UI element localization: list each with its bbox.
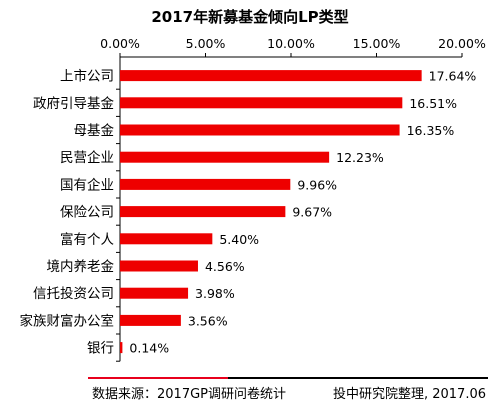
- category-label: 政府引导基金: [33, 95, 114, 112]
- data-label: 9.96%: [297, 177, 337, 192]
- credit-note: 投中研究院整理, 2017.06: [332, 387, 486, 402]
- x-tick-label: 15.00%: [353, 36, 401, 51]
- category-label: 家族财富办公室: [20, 312, 115, 329]
- bar: [120, 287, 189, 299]
- category-label: 保险公司: [60, 205, 114, 221]
- category-label: 境内养老金: [47, 259, 115, 275]
- data-label: 9.67%: [292, 205, 332, 220]
- category-label: 信托投资公司: [33, 286, 114, 302]
- bar: [120, 124, 400, 136]
- data-label: 16.51%: [409, 96, 457, 111]
- category-labels: 上市公司政府引导基金母基金民营企业国有企业保险公司富有个人境内养老金信托投资公司…: [20, 68, 115, 357]
- bar: [120, 233, 213, 245]
- data-label: 12.23%: [336, 150, 384, 165]
- data-label: 17.64%: [429, 69, 477, 84]
- category-label: 上市公司: [60, 68, 114, 85]
- bar: [120, 314, 181, 326]
- x-tick-label: 0.00%: [100, 36, 140, 51]
- category-label: 母基金: [74, 122, 115, 139]
- x-axis: 0.00% 5.00% 10.00% 15.00% 20.00%: [100, 36, 486, 362]
- data-label: 3.56%: [188, 313, 228, 328]
- category-label: 富有个人: [60, 231, 114, 248]
- footer-rule: [88, 377, 488, 379]
- data-label: 4.56%: [205, 259, 245, 274]
- footer-accent-rule: [88, 377, 228, 379]
- bar: [120, 97, 403, 109]
- category-label: 国有企业: [60, 176, 114, 193]
- category-label: 银行: [87, 341, 114, 357]
- x-tick-label: 20.00%: [438, 36, 486, 51]
- data-source-note: 数据来源：2017GP调研问卷统计: [92, 387, 286, 402]
- x-tick-label: 5.00%: [186, 36, 226, 51]
- data-label: 16.35%: [407, 123, 455, 138]
- bar: [120, 260, 198, 272]
- chart-title: 2017年新募基金倾向LP类型: [151, 8, 349, 26]
- bar: [120, 178, 291, 190]
- bar-chart: 0.00% 5.00% 10.00% 15.00% 20.00% 上市公司政府引导基金母…: [20, 36, 486, 362]
- data-label: 5.40%: [219, 232, 259, 247]
- data-label: 3.98%: [195, 286, 235, 301]
- x-tick-label: 10.00%: [267, 36, 315, 51]
- data-label: 0.14%: [129, 341, 169, 356]
- data-labels: 17.64% 16.51% 16.35% 12.23% 9.96% 9.67% 5.40% 4…: [129, 69, 476, 356]
- bar: [120, 151, 330, 163]
- bars: [120, 70, 422, 354]
- bar: [120, 70, 422, 82]
- category-label: 民营企业: [60, 149, 114, 166]
- bar: [120, 342, 123, 354]
- footer: 数据来源：2017GP调研问卷统计 投中研究院整理, 2017.06: [0, 377, 500, 405]
- bar: [120, 206, 286, 218]
